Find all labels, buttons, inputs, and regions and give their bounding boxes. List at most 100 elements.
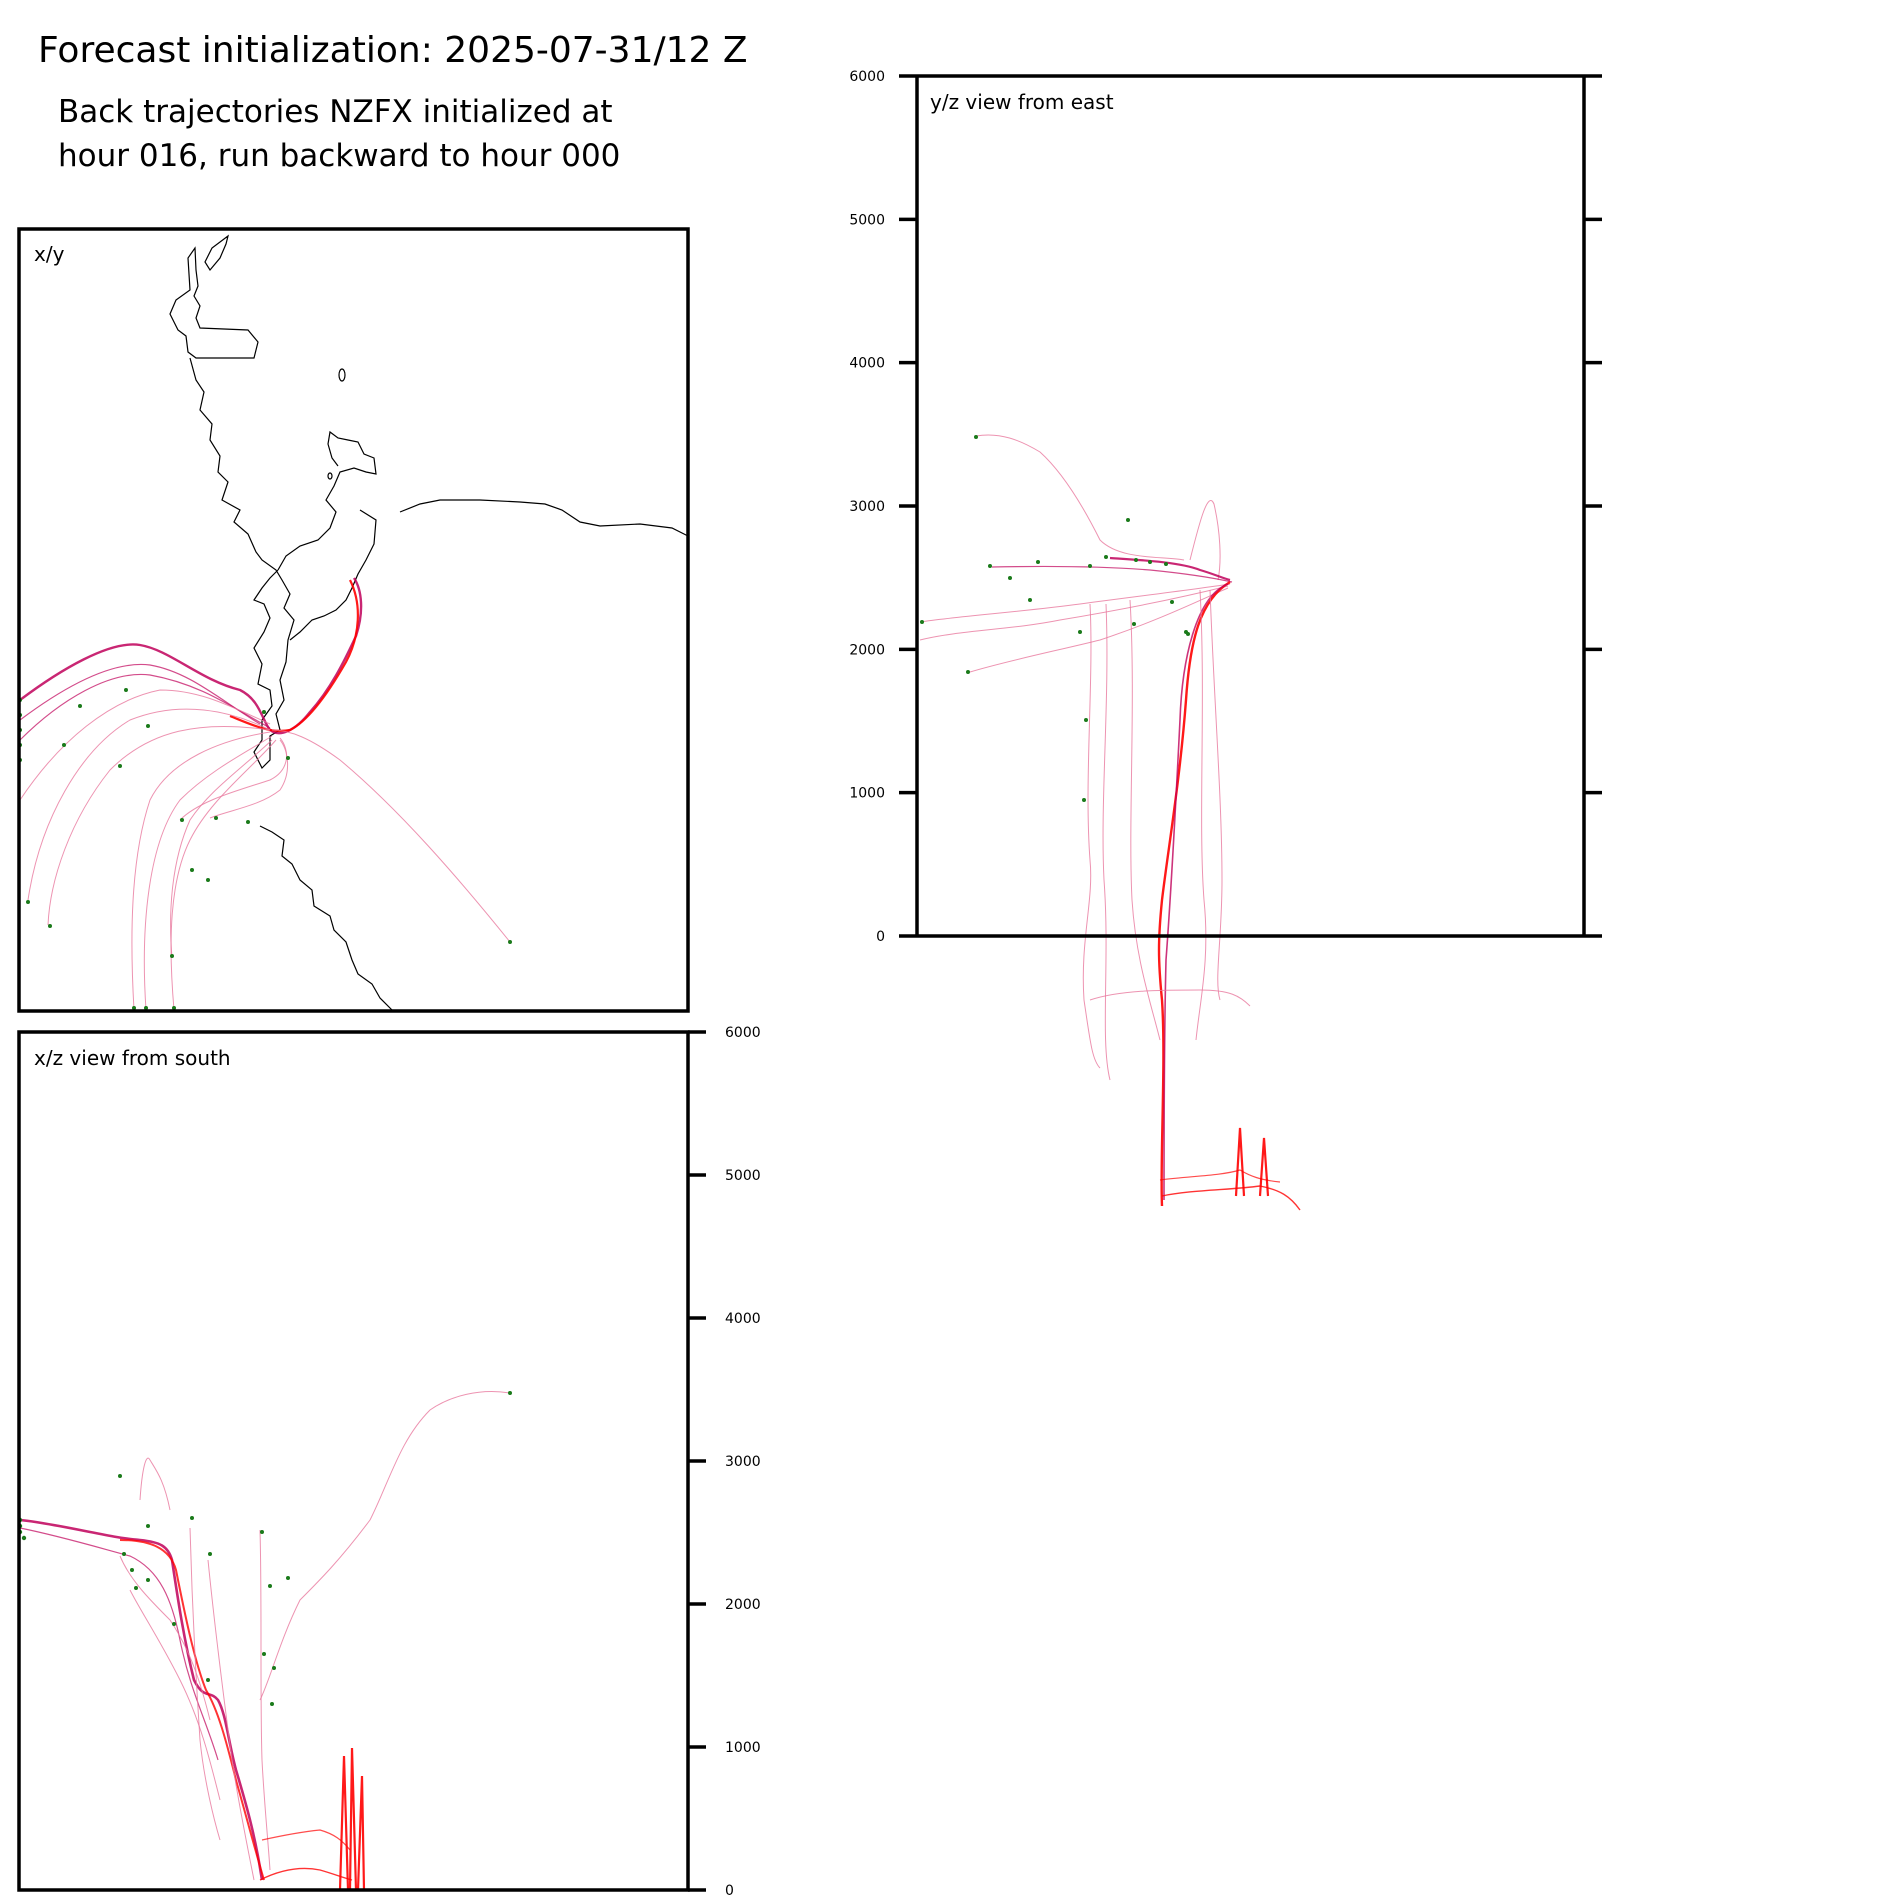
figure-subtitle: Back trajectories NZFX initialized at ho… (58, 90, 620, 178)
xy-trajectory-8 (143, 735, 273, 1011)
xz-trajectory-low-band (259, 1867, 353, 1881)
xy-endpoint (62, 743, 66, 747)
xz-panel-label: x/z view from south (34, 1046, 231, 1070)
xy-trajectory-4 (19, 689, 271, 801)
yz-trajectory-main-crimson (1163, 583, 1229, 1201)
yz-trajectory-descent-4 (1129, 599, 1161, 1041)
yz-trajectory-low-band-2 (1159, 1169, 1281, 1183)
xz-endpoints (17, 1391, 512, 1706)
yz-panel-label: y/z view from east (930, 90, 1114, 114)
xz-endpoint (146, 1578, 150, 1582)
yz-endpoint (1008, 576, 1012, 580)
xz-trajectory-4 (129, 1589, 221, 1801)
xz-trajectory-bundle-red (119, 1539, 265, 1881)
xy-endpoint (78, 704, 82, 708)
xy-panel: x/y (17, 227, 690, 1013)
yz-trajectory-bundle-top-4 (919, 585, 1229, 641)
xy-endpoint (206, 878, 210, 882)
xy-endpoint (214, 816, 218, 820)
xz-trajectory-faint-2 (139, 1457, 171, 1511)
xz-endpoint (190, 1516, 194, 1520)
xz-trajectory-low-band-2 (261, 1829, 351, 1851)
xz-endpoint (286, 1576, 290, 1580)
yz-endpoint (1036, 560, 1040, 564)
xz-trajectory-faint-1 (259, 1391, 511, 1701)
xz-endpoint (206, 1678, 210, 1682)
xz-frame (17, 1030, 690, 1892)
yz-endpoint (1028, 598, 1032, 602)
xy-endpoint (180, 818, 184, 822)
xy-coastline-south (259, 825, 393, 1011)
yz-endpoint (1082, 798, 1086, 802)
xz-ytick-label: 0 (725, 1883, 734, 1899)
xy-endpoint (170, 954, 174, 958)
xz-endpoint (260, 1530, 264, 1534)
xz-trajectory-3 (119, 1555, 211, 1721)
yz-trajectory-descent-7 (1089, 989, 1251, 1007)
xz-trajectories (19, 1391, 511, 1891)
xz-ytick-label: 4000 (725, 1311, 761, 1327)
xz-endpoint (134, 1586, 138, 1590)
xz-endpoint (208, 1552, 212, 1556)
xz-ytick-label: 2000 (725, 1597, 761, 1613)
xy-panel-label: x/y (34, 242, 65, 266)
yz-trajectory-faint-1 (975, 434, 1185, 561)
yz-trajectory-descent-2 (1082, 603, 1101, 1069)
xy-trajectory-bundle-red (229, 579, 359, 732)
yz-ytick-label: 3000 (849, 499, 885, 515)
yz-endpoint (988, 564, 992, 568)
xz-trajectory-7 (207, 1559, 255, 1881)
yz-endpoint (974, 435, 978, 439)
xz-trajectory-spike-1 (338, 1755, 350, 1891)
figure-title: Forecast initialization: 2025-07-31/12 Z (38, 30, 748, 71)
yz-endpoint (1134, 558, 1138, 562)
xz-ytick-label: 1000 (725, 1740, 761, 1756)
yz-endpoint (1164, 562, 1168, 566)
xy-trajectory-6 (47, 725, 271, 926)
xz-endpoint (118, 1474, 122, 1478)
yz-trajectory-main-red (1157, 580, 1231, 1207)
yz-ytick-label: 5000 (849, 212, 885, 228)
xy-endpoint (508, 940, 512, 944)
xz-yaxis-ticks: 0 1000 2000 3000 4000 5000 6000 (688, 1025, 761, 1899)
yz-ytick-label: 6000 (849, 69, 885, 85)
yz-yaxis-ticks: 0 1000 2000 3000 4000 5000 6000 (849, 69, 1602, 945)
xy-endpoint (118, 764, 122, 768)
yz-trajectory-faint-2 (1189, 500, 1221, 581)
xy-trajectories (19, 577, 511, 1011)
xz-ytick-label: 5000 (725, 1168, 761, 1184)
subtitle-line-2: hour 016, run backward to hour 000 (58, 138, 621, 174)
xy-endpoint (48, 924, 52, 928)
yz-endpoint (1186, 632, 1190, 636)
xz-trajectory-6 (259, 1529, 271, 1871)
yz-ytick-label: 4000 (849, 356, 885, 372)
xz-endpoint (21, 1535, 27, 1541)
yz-panel: 0 1000 2000 3000 4000 5000 6000 (849, 69, 1602, 1211)
yz-ytick-label: 0 (876, 929, 885, 945)
yz-endpoint (920, 620, 924, 624)
yz-trajectory-spike-1 (1234, 1127, 1246, 1197)
yz-endpoint (966, 670, 970, 674)
yz-ytick-label: 1000 (849, 786, 885, 802)
xy-trajectory-7 (131, 731, 271, 1011)
yz-endpoint (1088, 564, 1092, 568)
yz-trajectories (919, 434, 1301, 1211)
xz-endpoint (262, 1652, 266, 1656)
xy-trajectory-11 (271, 729, 511, 943)
xz-endpoint (172, 1622, 176, 1626)
xy-endpoint (286, 756, 290, 760)
yz-trajectory-spike-2 (1258, 1137, 1270, 1197)
xy-endpoint (146, 724, 150, 728)
xy-frame (17, 227, 690, 1013)
xz-ytick-label: 3000 (725, 1454, 761, 1470)
xy-coastline (169, 234, 295, 770)
xy-endpoint (262, 710, 266, 714)
yz-endpoint (1170, 600, 1174, 604)
xz-ytick-label: 6000 (725, 1025, 761, 1041)
subtitle-line-1: Back trajectories NZFX initialized at (58, 94, 613, 130)
xy-endpoint (144, 1006, 148, 1010)
xy-trajectory-13 (209, 739, 288, 819)
yz-endpoints (920, 435, 1190, 802)
yz-trajectory-bundle-top-3 (919, 583, 1231, 623)
